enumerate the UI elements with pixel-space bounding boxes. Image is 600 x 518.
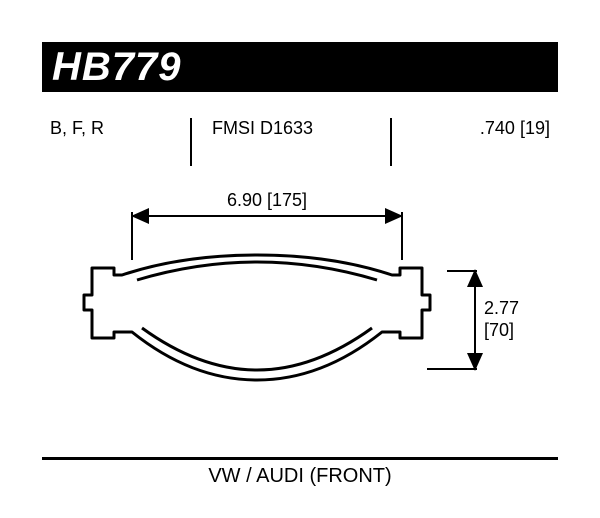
spec-row: B, F, R FMSI D1633 .740 [19] xyxy=(42,118,558,166)
application-label: VW / AUDI (FRONT) xyxy=(42,465,558,488)
header-bar: HB779 xyxy=(42,42,558,92)
spec-compounds: B, F, R xyxy=(50,118,104,139)
arrow-up-icon xyxy=(467,269,483,287)
arrow-down-icon xyxy=(467,353,483,371)
spec-fmsi: FMSI D1633 xyxy=(212,118,313,139)
arrow-left-icon xyxy=(131,208,149,224)
spec-compounds-cell: B, F, R xyxy=(42,118,192,166)
width-dim-line xyxy=(132,215,402,217)
height-label: 2.77[70] xyxy=(484,298,519,341)
width-label: 6.90 [175] xyxy=(132,190,402,211)
height-dim-line xyxy=(474,270,476,370)
spec-thickness: .740 [19] xyxy=(480,118,550,139)
footer-divider xyxy=(42,457,558,460)
width-dimension: 6.90 [175] xyxy=(132,190,402,217)
diagram-area: 6.90 [175] 2.77[70] xyxy=(42,190,558,440)
spec-thickness-cell: .740 [19] xyxy=(392,118,558,166)
part-number: HB779 xyxy=(52,45,182,90)
brake-pad-outline xyxy=(82,250,452,390)
height-dimension: 2.77[70] xyxy=(474,270,554,370)
spec-fmsi-cell: FMSI D1633 xyxy=(192,118,392,166)
